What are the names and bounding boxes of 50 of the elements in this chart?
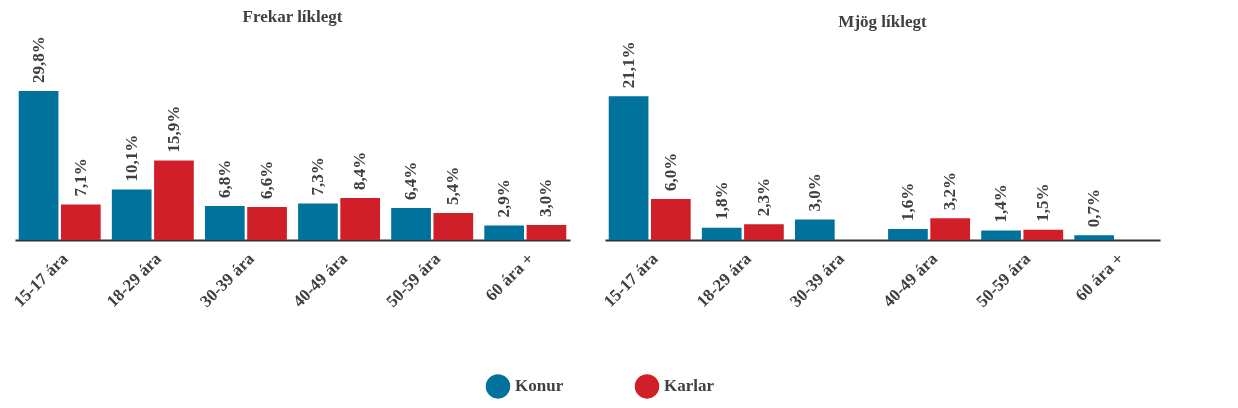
data-label: 0,7%: [1084, 188, 1104, 228]
chart-title: Mjög líklegt: [838, 12, 927, 32]
data-label: 1,4%: [991, 184, 1011, 223]
data-label: 5,4%: [443, 166, 463, 205]
data-label: 21,1%: [618, 41, 638, 89]
data-label: 3,0%: [804, 173, 824, 212]
data-label: 29,8%: [28, 36, 48, 83]
data-label: 3,0%: [536, 178, 556, 217]
data-label: 7,3%: [307, 157, 327, 196]
bar: [111, 189, 152, 240]
bar: [60, 204, 101, 240]
bar: [794, 219, 835, 240]
bar: [930, 218, 971, 240]
bar: [18, 91, 59, 240]
bar: [701, 227, 742, 240]
data-label: 8,4%: [350, 151, 370, 190]
data-label: 2,3%: [753, 178, 773, 217]
bar: [391, 208, 431, 240]
bar: [484, 225, 525, 240]
bar: [154, 160, 194, 240]
bar: [247, 207, 287, 240]
bar: [526, 225, 567, 240]
data-label: 1,8%: [711, 181, 731, 220]
bar: [888, 229, 928, 240]
data-label: 6,0%: [660, 152, 680, 192]
bar: [608, 96, 649, 240]
legend-label: Konur: [515, 376, 564, 396]
data-label: 1,6%: [897, 182, 917, 222]
bar: [340, 198, 381, 240]
bar: [1023, 229, 1064, 240]
data-label: 1,5%: [1033, 183, 1053, 222]
data-label: 7,1%: [70, 158, 90, 197]
bar: [298, 203, 338, 240]
bar: [650, 199, 691, 240]
data-label: 10,1%: [121, 134, 141, 182]
x-tick-label: 60 ára +: [481, 249, 538, 305]
data-label: 6,8%: [214, 159, 234, 198]
data-label: 6,6%: [257, 160, 277, 199]
bar: [204, 206, 245, 240]
data-label: 15,9%: [163, 105, 183, 153]
data-label: 3,2%: [940, 171, 960, 211]
chart-title: Frekar líklegt: [242, 7, 343, 27]
bar: [981, 230, 1021, 240]
data-label: 2,9%: [494, 179, 514, 218]
data-label: 6,4%: [401, 161, 421, 200]
bar: [1074, 235, 1115, 240]
legend-label: Karlar: [664, 376, 715, 396]
bar: [744, 224, 784, 240]
bar: [433, 213, 474, 240]
x-tick-label: 60 ára +: [1071, 249, 1128, 305]
